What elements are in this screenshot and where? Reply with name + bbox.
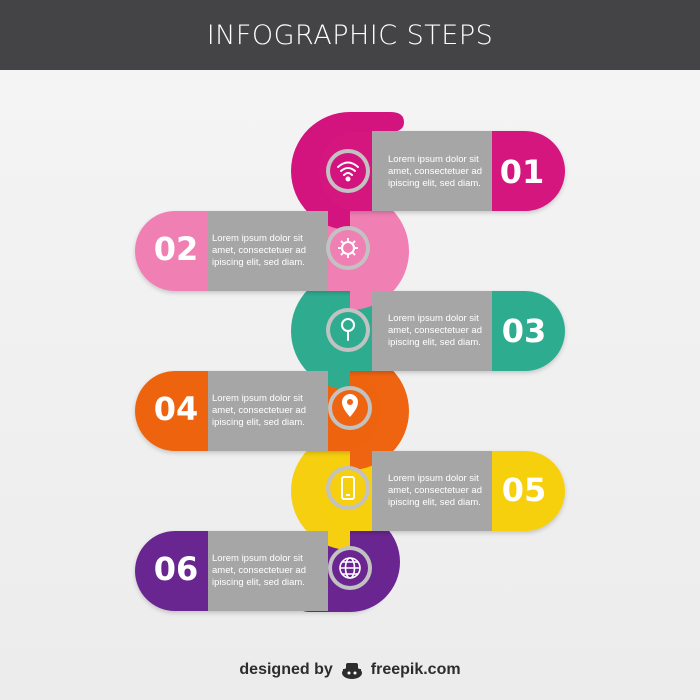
step-02-line-1: Lorem ipsum dolor sit [212, 233, 303, 244]
step-05-icon-holder [326, 466, 370, 510]
step-05-line-2: amet, consectetuer ad [388, 485, 482, 496]
step-03-panel [372, 291, 492, 371]
footer-brand: freepik.com [370, 661, 461, 678]
header-bar: INFOGRAPHIC STEPS [0, 0, 700, 70]
step-06-text: Lorem ipsum dolor sit amet, consectetuer… [212, 553, 306, 588]
step-04-line-2: amet, consectetuer ad [212, 405, 306, 416]
wifi-icon [337, 161, 359, 182]
step-01-line-3: ipiscing elit, sed diam. [388, 178, 481, 189]
step-05-panel [372, 451, 492, 531]
step-06-panel [208, 531, 328, 611]
step-06-number: 06 [154, 550, 199, 588]
step-01-text: Lorem ipsum dolor sit amet, consectetuer… [388, 154, 482, 189]
step-04-number: 04 [154, 390, 199, 428]
step-05-curve [291, 432, 350, 550]
step-06-line-2: amet, consectetuer ad [212, 565, 306, 576]
step-03-line-2: amet, consectetuer ad [388, 325, 482, 336]
gear-icon [338, 238, 358, 258]
globe-icon [339, 557, 361, 579]
step-02-panel [208, 211, 328, 291]
page-title: INFOGRAPHIC STEPS [206, 19, 494, 51]
step-05-line-1: Lorem ipsum dolor sit [388, 473, 479, 484]
step-02-line-3: ipiscing elit, sed diam. [212, 257, 305, 268]
step-04-line-3: ipiscing elit, sed diam. [212, 417, 305, 428]
step-05-line-3: ipiscing elit, sed diam. [388, 497, 481, 508]
freepik-logo-icon [341, 663, 362, 679]
step-03-icon-holder [326, 308, 370, 352]
step-01-panel [372, 131, 492, 211]
step-06-icon-holder [328, 546, 372, 590]
step-05-number: 05 [502, 471, 547, 509]
step-04-curve [350, 352, 409, 470]
step-03-number: 03 [502, 312, 547, 350]
footer-credit: designed by freepik.com [0, 650, 700, 690]
step-03-text: Lorem ipsum dolor sit amet, consectetuer… [388, 313, 482, 348]
step-02-icon-holder [326, 226, 370, 270]
step-02-text: Lorem ipsum dolor sit amet, consectetuer… [212, 233, 306, 268]
step-01-number: 01 [500, 153, 545, 191]
step-01-line-2: amet, consectetuer ad [388, 166, 482, 177]
step-04-text: Lorem ipsum dolor sit amet, consectetuer… [212, 393, 306, 428]
step-03-curve [291, 272, 350, 390]
step-06-curve [296, 512, 400, 612]
phone-icon [341, 476, 355, 500]
step-04-panel [208, 371, 328, 451]
step-02-number: 02 [154, 230, 199, 268]
step-01-curve [291, 112, 404, 230]
step-01-icon-holder [326, 149, 370, 193]
step-03-line-1: Lorem ipsum dolor sit [388, 313, 479, 324]
step-06-line-3: ipiscing elit, sed diam. [212, 577, 305, 588]
step-02-curve [350, 192, 409, 310]
step-06-line-1: Lorem ipsum dolor sit [212, 553, 303, 564]
step-04-icon-holder [328, 386, 372, 430]
step-01-line-1: Lorem ipsum dolor sit [388, 154, 479, 165]
map-pin-icon [342, 394, 358, 417]
footer-designed-label: designed by [239, 661, 333, 678]
step-05-text: Lorem ipsum dolor sit amet, consectetuer… [388, 473, 482, 508]
step-03-line-3: ipiscing elit, sed diam. [388, 337, 481, 348]
step-04-line-1: Lorem ipsum dolor sit [212, 393, 303, 404]
magnifier-icon [341, 318, 355, 341]
step-02-line-2: amet, consectetuer ad [212, 245, 306, 256]
